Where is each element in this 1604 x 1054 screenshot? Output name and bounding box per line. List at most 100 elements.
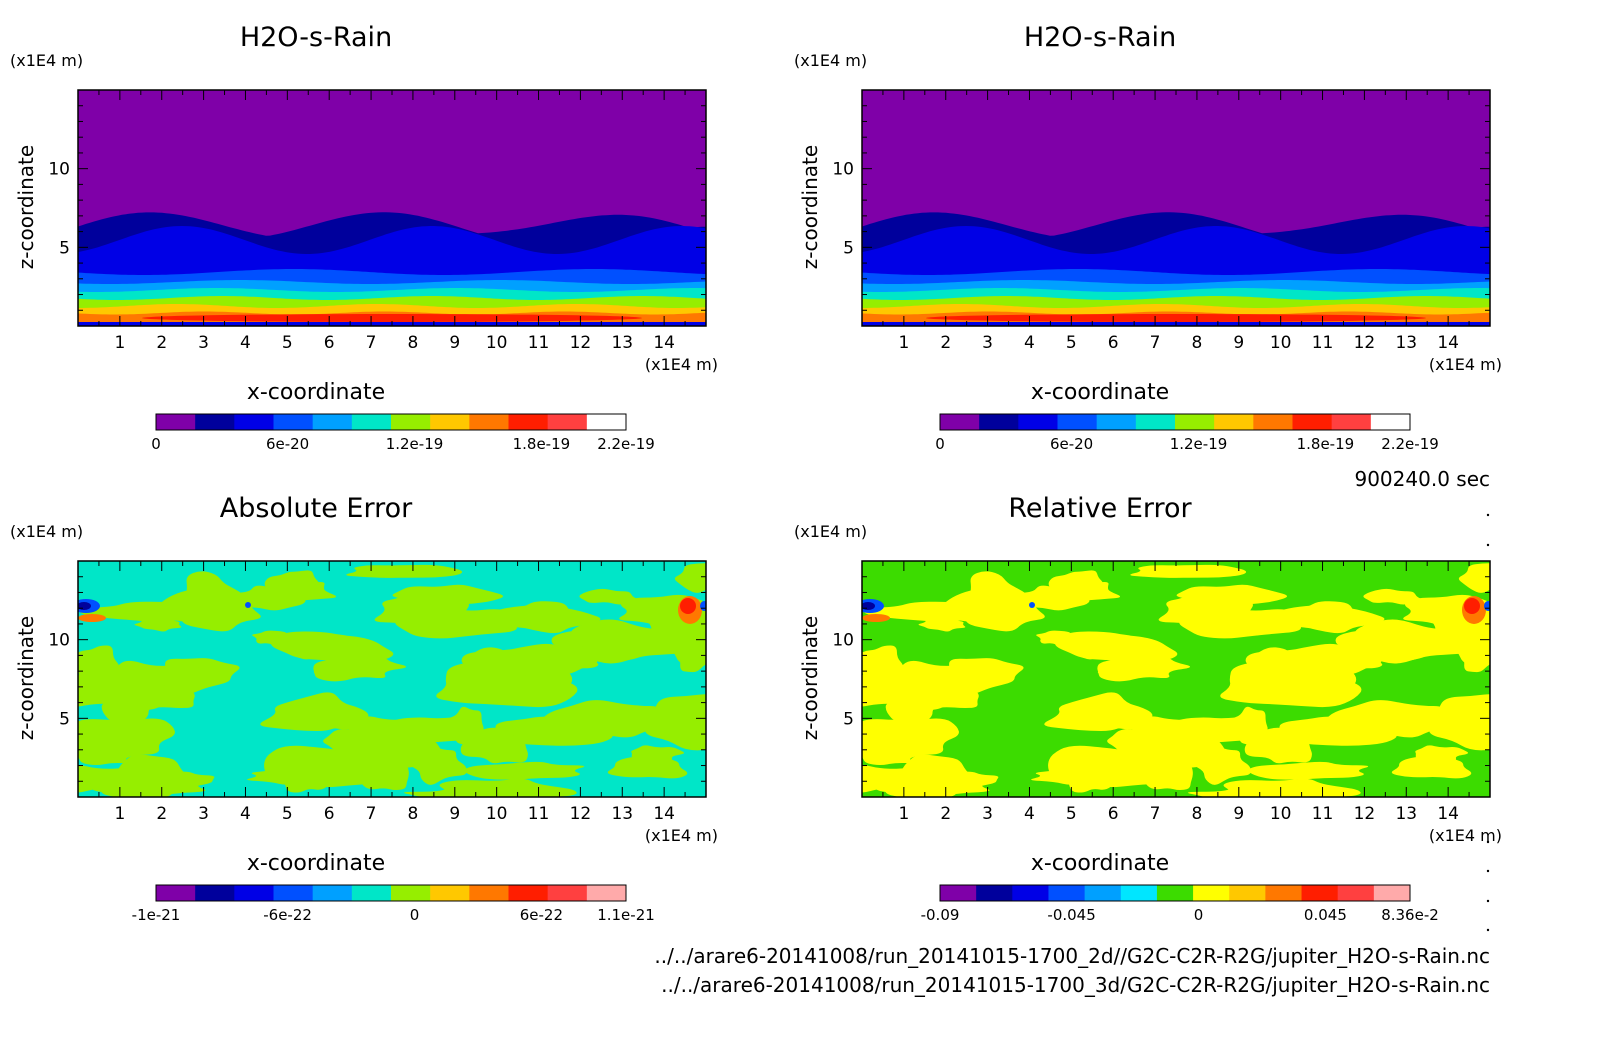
colorbar-tick-label: 0	[410, 906, 420, 924]
x-tick-label: 2	[940, 333, 951, 353]
x-tick-label: 10	[486, 333, 508, 353]
x-tick-label: 9	[449, 804, 460, 824]
x-tick-label: 1	[898, 333, 909, 353]
colorbar-tick-label: 0	[151, 435, 161, 453]
colorbar-swatch	[508, 414, 549, 430]
colorbar-swatch	[273, 414, 314, 430]
x-tick-label: 7	[366, 804, 377, 824]
colorbar-tick-label: 6e-20	[266, 435, 309, 453]
y-tick-label: 10	[832, 160, 854, 180]
y-tick-label: 10	[48, 631, 70, 651]
x-tick-label: 7	[366, 333, 377, 353]
colorbar-swatch	[1331, 414, 1372, 430]
colorbar-tick-label: 6e-22	[520, 906, 563, 924]
x-tick-label: 6	[324, 333, 335, 353]
x-tick-label: 1	[114, 804, 125, 824]
colorbar-swatch	[391, 885, 431, 901]
x-tick-label: 9	[449, 333, 460, 353]
x-tick-label: 8	[1192, 804, 1203, 824]
y-unit-label: (x1E4 m)	[10, 51, 83, 70]
stray-dots	[1486, 513, 1490, 932]
colorbar-swatch	[1193, 885, 1230, 901]
colorbar-swatch	[156, 885, 196, 901]
file-path-2: ../../arare6-20141008/run_20141015-1700_…	[661, 973, 1490, 997]
x-axis-label: x-coordinate	[247, 851, 385, 876]
colorbar-swatch	[1373, 885, 1411, 901]
x-tick-label: 6	[1108, 804, 1119, 824]
x-unit-label: (x1E4 m)	[645, 355, 718, 374]
x-tick-label: 3	[198, 333, 209, 353]
x-tick-label: 14	[1437, 804, 1459, 824]
y-tick-label: 10	[48, 160, 70, 180]
colorbar-tick-label: 0	[1194, 906, 1204, 924]
x-tick-label: 12	[1354, 333, 1376, 353]
x-tick-label: 4	[240, 804, 251, 824]
x-axis-label: x-coordinate	[1031, 851, 1169, 876]
colorbar-tick-label: 1.2e-19	[1170, 435, 1228, 453]
x-unit-label: (x1E4 m)	[1429, 355, 1502, 374]
x-tick-label: 14	[653, 333, 675, 353]
x-unit-label: (x1E4 m)	[1429, 826, 1502, 845]
colorbar-swatch	[1048, 885, 1086, 901]
colorbar-tick-label: 1.8e-19	[1297, 435, 1355, 453]
colorbar: -1e-21 -6e-22 0 6e-22 1.1e-21	[132, 884, 655, 924]
colorbar-swatch	[940, 885, 977, 901]
colorbar-swatch	[547, 414, 588, 430]
x-tick-label: 13	[1395, 333, 1417, 353]
colorbar-swatch	[940, 414, 980, 430]
colorbar-swatch	[1012, 885, 1049, 901]
x-tick-label: 8	[408, 804, 419, 824]
x-tick-label: 14	[653, 804, 675, 824]
colorbar-swatch	[1084, 885, 1122, 901]
colorbar-tick-label: -0.09	[921, 906, 960, 924]
colorbar-swatch	[1175, 414, 1215, 430]
colorbar-swatch	[1265, 885, 1303, 901]
colorbar-tick-label: -6e-22	[263, 906, 312, 924]
x-tick-label: 3	[982, 333, 993, 353]
colorbar-swatch	[1156, 885, 1194, 901]
x-tick-label: 2	[156, 804, 167, 824]
x-tick-label: 8	[408, 333, 419, 353]
x-tick-label: 12	[1354, 804, 1376, 824]
colorbar-swatch	[430, 885, 470, 901]
colorbar-swatch	[312, 885, 353, 901]
heatmap-field	[862, 561, 1490, 797]
x-tick-label: 13	[1395, 804, 1417, 824]
colorbar-swatch	[1214, 414, 1254, 430]
colorbar-tick-label: 1.2e-19	[386, 435, 444, 453]
colorbar-swatch	[586, 885, 627, 901]
colorbar-swatch	[1120, 885, 1158, 901]
colorbar-swatch	[195, 414, 235, 430]
x-tick-label: 4	[1024, 804, 1035, 824]
colorbar-tick-label: 8.36e-2	[1381, 906, 1439, 924]
x-tick-label: 7	[1150, 804, 1161, 824]
x-tick-label: 11	[1312, 333, 1334, 353]
colorbar-tick-label: 1.8e-19	[513, 435, 571, 453]
colorbar-swatch	[508, 885, 549, 901]
x-tick-label: 10	[1270, 804, 1292, 824]
x-tick-label: 13	[611, 333, 633, 353]
colorbar-swatch	[1096, 414, 1137, 430]
x-tick-label: 4	[240, 333, 251, 353]
colorbar: 0 6e-20 1.2e-19 1.8e-19 2.2e-19	[151, 413, 655, 453]
colorbar-swatch	[1018, 414, 1058, 430]
panel-title: H2O-s-Rain	[1024, 22, 1176, 53]
y-unit-label: (x1E4 m)	[10, 522, 83, 541]
x-tick-label: 9	[1233, 804, 1244, 824]
colorbar-tick-label: 0.045	[1304, 906, 1347, 924]
colorbar-swatch	[1135, 414, 1176, 430]
colorbar-swatch	[586, 414, 627, 430]
x-tick-label: 6	[1108, 333, 1119, 353]
x-tick-label: 10	[486, 804, 508, 824]
colorbar-tick-label: -0.045	[1047, 906, 1095, 924]
y-tick-label: 10	[832, 631, 854, 651]
y-tick-label: 5	[59, 238, 70, 258]
colorbar-swatch	[1057, 414, 1098, 430]
panel-2: H2O-s-Rain(x1E4 m)1 2 3 4 5 6 7 8 9 10 11 12 13 14510…	[794, 22, 1502, 453]
colorbar-swatch	[195, 885, 235, 901]
x-tick-label: 1	[898, 804, 909, 824]
colorbar-swatch	[391, 414, 431, 430]
x-tick-label: 10	[1270, 333, 1292, 353]
x-tick-label: 5	[1066, 333, 1077, 353]
x-unit-label: (x1E4 m)	[645, 826, 718, 845]
